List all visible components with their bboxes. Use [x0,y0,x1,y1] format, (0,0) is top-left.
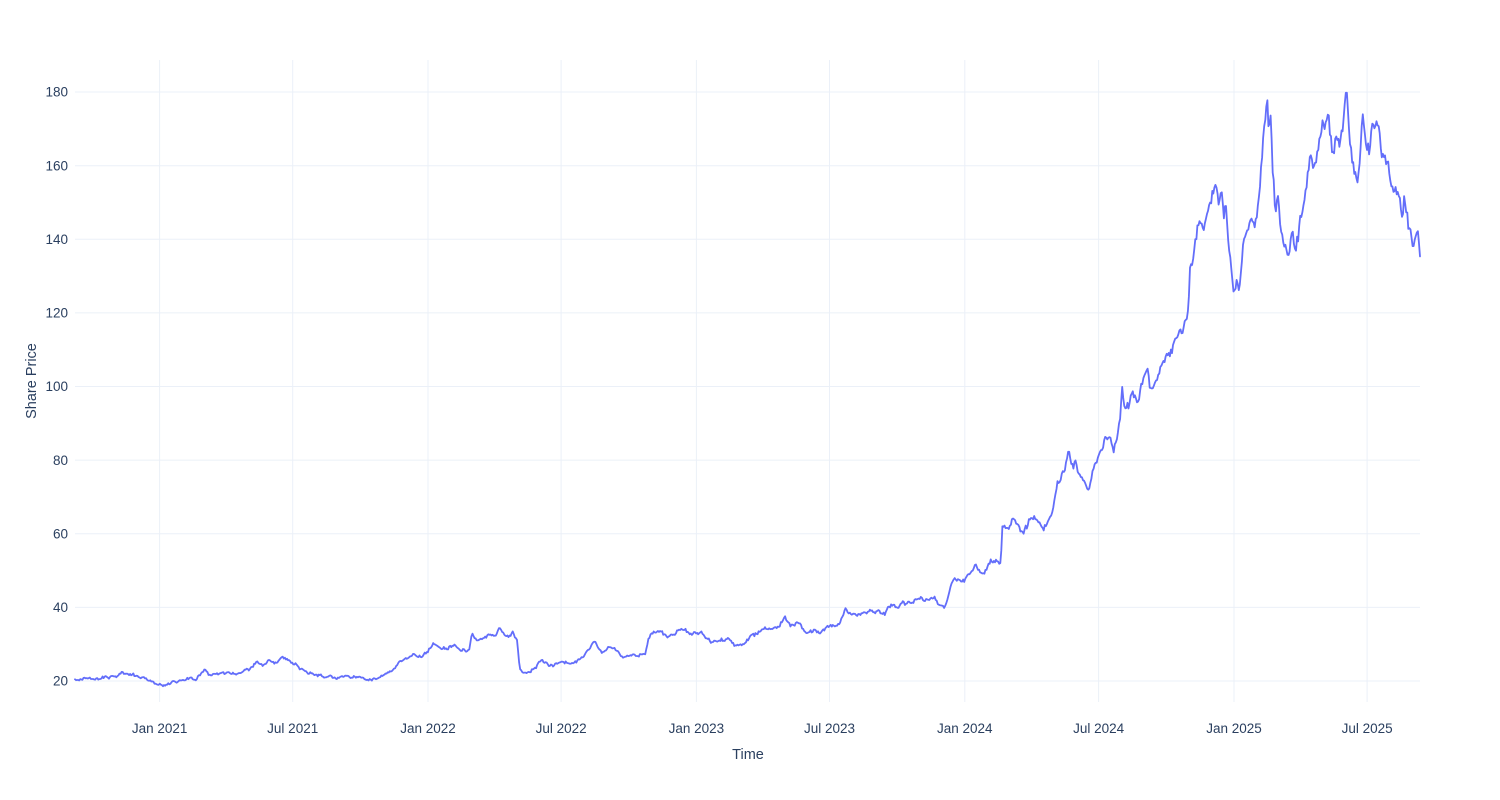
x-tick-label: Jul 2022 [536,721,587,736]
gridlines [75,60,1420,702]
x-tick-label: Jul 2025 [1342,721,1393,736]
x-tick-label: Jan 2024 [937,721,993,736]
y-tick-label: 180 [45,85,68,100]
x-tick-label: Jan 2021 [132,721,188,736]
x-tick-label: Jul 2024 [1073,721,1125,736]
y-tick-label: 160 [45,158,68,173]
x-tick-label: Jul 2023 [804,721,855,736]
y-tick-label: 40 [53,600,68,615]
x-tick-label: Jan 2025 [1206,721,1262,736]
y-tick-label: 80 [53,453,68,468]
x-tick-label: Jan 2022 [400,721,456,736]
y-tick-label: 100 [45,379,68,394]
y-axis-title: Share Price [24,343,40,419]
x-axis-title: Time [732,747,764,763]
axis-tick-labels: 20 40 60 80 100 120 140 160 180 Jan 2021 Jul 2021 J… [45,85,1392,736]
x-tick-label: Jul 2021 [267,721,318,736]
x-tick-label: Jan 2023 [669,721,725,736]
plot-area[interactable] [74,91,1421,688]
y-tick-label: 60 [53,527,68,542]
y-tick-label: 20 [53,674,68,689]
y-tick-label: 120 [45,306,68,321]
share-price-line [74,91,1421,688]
y-tick-label: 140 [45,232,68,247]
